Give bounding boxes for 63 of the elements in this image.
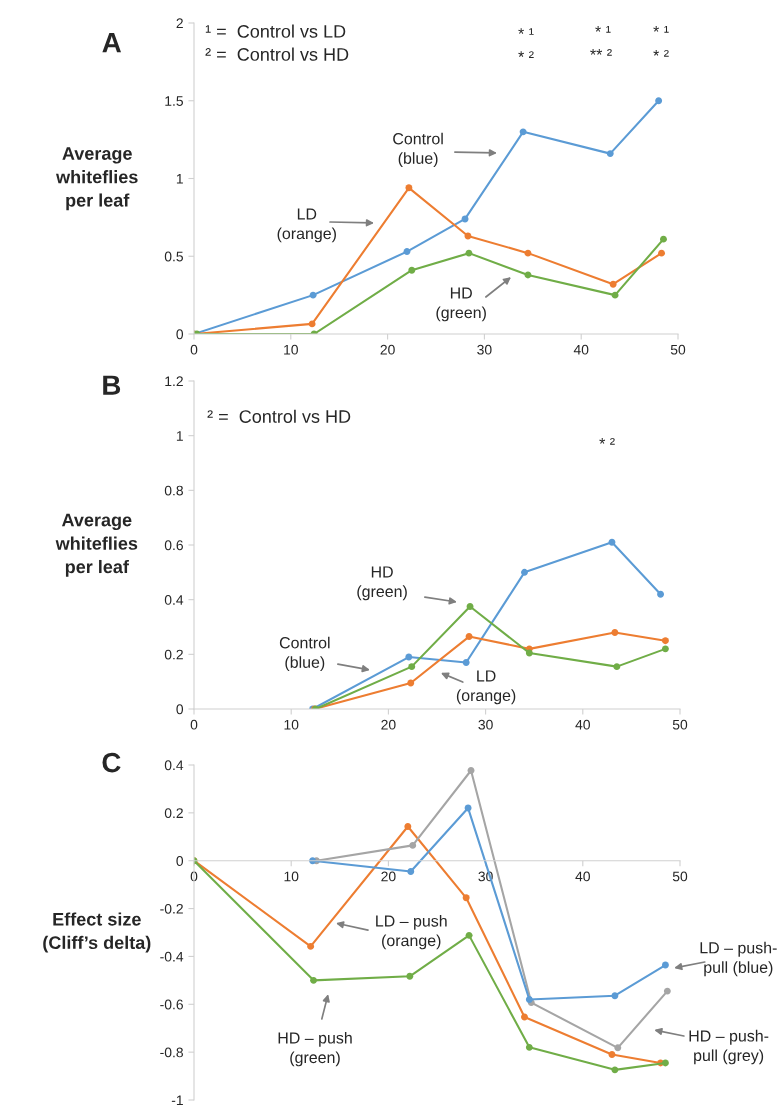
y-tick-label: -1 <box>171 1095 183 1106</box>
y-tick-label: 1 <box>176 173 183 184</box>
y-tick-label: 1.5 <box>165 96 183 106</box>
x-tick-label: 40 <box>573 344 589 355</box>
annotation: * ¹ <box>595 26 611 33</box>
x-tick-label: 50 <box>672 871 688 882</box>
x-tick-label: 20 <box>381 871 396 882</box>
y-tick-label: 0 <box>176 329 184 340</box>
x-tick-label: 40 <box>575 871 590 882</box>
y-axis-title: Average whiteflies per leaf <box>55 513 138 577</box>
chart-title: B <box>103 375 121 395</box>
x-tick-label: 0 <box>190 719 198 730</box>
y-tick-label: -0.6 <box>160 999 183 1010</box>
y-tick-label: 0.6 <box>164 540 183 551</box>
chart-title: C <box>102 752 121 773</box>
x-tick-label: 20 <box>381 719 396 730</box>
y-tick-label: 0.2 <box>164 649 183 660</box>
y-tick-label: 1 <box>176 431 183 441</box>
annotation: ² = Control vs HD <box>207 409 351 423</box>
annotation: * ² <box>518 51 534 58</box>
annotation: LD – push (orange) <box>376 914 447 950</box>
y-tick-label: 0.2 <box>164 808 183 819</box>
y-axis-title: Average whiteflies per leaf <box>56 147 138 211</box>
y-tick-label: 0.4 <box>164 760 184 771</box>
x-tick-label: 40 <box>575 719 590 730</box>
y-tick-label: 1.2 <box>165 376 183 387</box>
annotation: * ¹ <box>653 26 669 33</box>
x-tick-label: 30 <box>477 344 492 355</box>
annotation: HD (green) <box>436 287 486 322</box>
x-tick-label: 10 <box>284 344 298 355</box>
x-tick-label: 0 <box>190 871 198 882</box>
x-tick-label: 10 <box>284 719 299 730</box>
y-tick-label: 0.8 <box>164 485 183 496</box>
x-tick-label: 10 <box>284 871 299 882</box>
text: LD – push- pull (blue) <box>700 941 777 977</box>
y-tick-label: 2 <box>176 18 183 29</box>
y-tick-label: -0.2 <box>160 903 183 914</box>
y-tick-label: -0.4 <box>160 951 184 962</box>
x-tick-label: 50 <box>670 344 686 355</box>
y-axis-title: Effect size (Cliff’s delta) <box>43 912 151 953</box>
y-tick-label: 0 <box>176 856 184 866</box>
x-tick-label: 50 <box>672 719 688 730</box>
annotation: HD – push (green) <box>278 1031 352 1067</box>
annotation: * ¹ <box>518 28 534 35</box>
annotation: ¹ = Control vs LD <box>205 24 346 38</box>
y-tick-label: 0.5 <box>164 251 183 262</box>
annotation: ** ² <box>590 49 612 56</box>
annotation: * ² <box>599 438 615 445</box>
annotation: Control (blue) <box>279 636 330 672</box>
annotation: HD (green) <box>357 566 407 601</box>
text: HD – push- pull (grey) <box>689 1029 769 1065</box>
x-tick-label: 0 <box>190 344 198 355</box>
y-tick-label: -0.8 <box>160 1047 183 1058</box>
y-tick-label: 0.4 <box>164 595 184 605</box>
y-tick-label: 0 <box>176 704 184 715</box>
annotation: Control (blue) <box>393 132 443 168</box>
x-tick-label: 30 <box>478 719 493 730</box>
x-tick-label: 20 <box>380 344 395 355</box>
chart-title: A <box>102 33 122 53</box>
annotation: LD (orange) <box>277 208 336 243</box>
annotation: ² = Control vs HD <box>205 47 349 61</box>
annotation: * ² <box>653 49 669 57</box>
annotation: LD (orange) <box>456 670 516 705</box>
